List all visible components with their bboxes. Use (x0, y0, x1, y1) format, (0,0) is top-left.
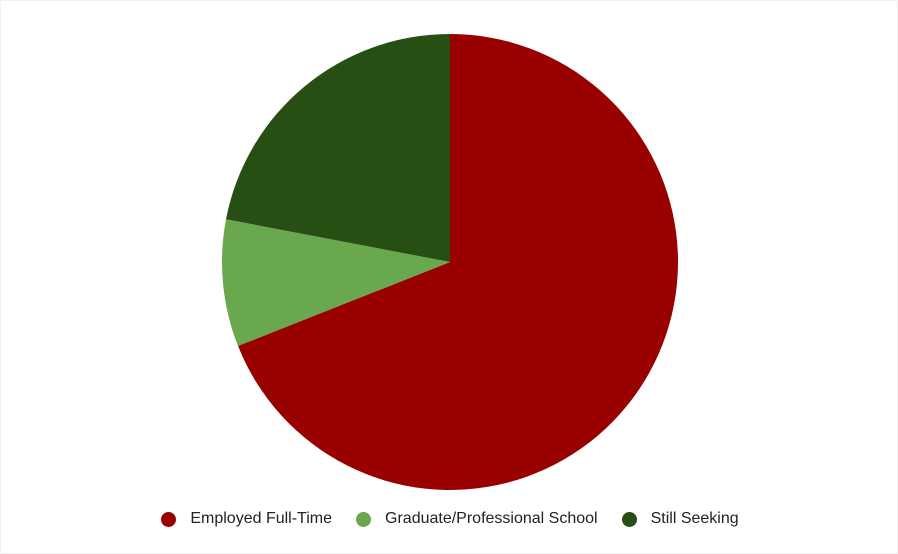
pie-slice-still-seeking[interactable] (226, 33, 450, 263)
legend-item-graduate-professional-school[interactable]: Graduate/Professional School (356, 510, 598, 528)
legend-item-employed-full-time[interactable]: Employed Full-Time (161, 510, 332, 528)
legend-swatch-still-seeking (621, 511, 637, 527)
pie-slice-employed-full-time[interactable] (238, 34, 678, 490)
chart-legend: Employed Full-Time Graduate/Professional… (1, 506, 898, 532)
legend-swatch-employed-full-time (161, 511, 177, 527)
legend-swatch-graduate-professional-school (356, 511, 372, 527)
pie-chart (222, 33, 678, 490)
legend-label-still-seeking: Still Seeking (650, 510, 739, 527)
legend-label-graduate-professional-school: Graduate/Professional School (385, 510, 598, 527)
legend-item-still-seeking[interactable]: Still Seeking (621, 510, 739, 528)
legend-label-employed-full-time: Employed Full-Time (190, 510, 333, 527)
pie-slice-graduate-professional-school[interactable] (222, 219, 450, 346)
